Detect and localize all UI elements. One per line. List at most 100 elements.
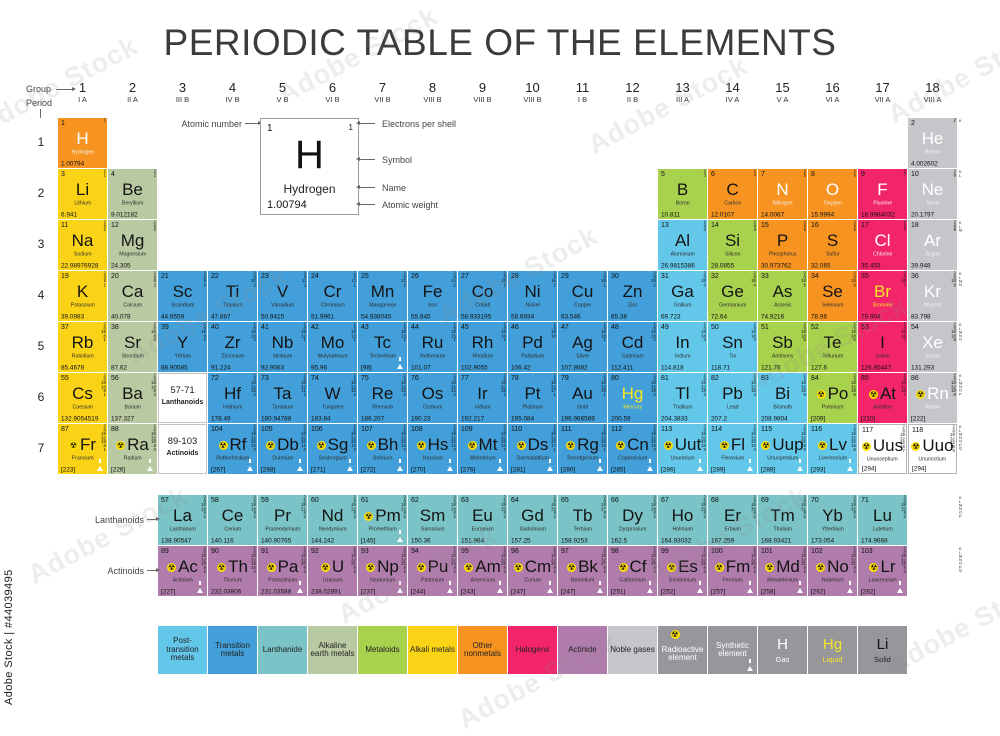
element-name: Praseodymium	[265, 526, 300, 532]
atomic-number: 38	[111, 324, 119, 331]
shell-count: 8	[153, 443, 156, 449]
element-symbol: Y	[176, 333, 189, 352]
electron-shells: 2 8 18 32 18 6	[851, 374, 856, 397]
shell-count: 1	[353, 283, 356, 288]
shell-count: 8	[603, 565, 606, 571]
shell-count: 2	[353, 546, 356, 551]
element-name: Lutetium	[872, 526, 893, 532]
shell-letter: N	[959, 334, 962, 339]
element-se: 34 2 8 18 6 Se Selenium 78.96	[808, 271, 857, 321]
element-ta: 73 2 8 18 32 11 2 Ta Tantalum 180.94788	[258, 373, 307, 423]
atomic-number: 112	[611, 426, 623, 433]
atomic-weight: [294]	[912, 464, 927, 472]
symbol-row: ☢ Th	[208, 557, 257, 577]
element-u: 92 2 8 18 32 21 9 2 ☢ U Uranium 238.02891	[308, 546, 357, 596]
shell-count: 8	[953, 224, 956, 229]
flask-icon	[397, 581, 403, 593]
shell-count: 6	[853, 228, 856, 233]
shell-count: 2	[253, 392, 256, 398]
shell-count: 25	[501, 562, 506, 567]
element-sg: 106 2 8 18 32 32 12 2 ☢ Sg Seaborgium [271]	[308, 424, 357, 474]
element-name: Americium	[470, 577, 495, 583]
atomic-weight: 54.938045	[361, 312, 392, 320]
electron-shells: 2 8 18 32 32 18 1	[601, 425, 606, 452]
shell-count: 2	[653, 271, 656, 276]
symbol-row: S	[808, 231, 857, 251]
shell-count: 8	[603, 550, 606, 555]
shell-count: 2	[753, 495, 756, 500]
element-pu: 94 2 8 18 32 24 8 2 ☢ Pu Plutonium [244]	[408, 546, 457, 596]
shell-count: 18	[801, 554, 806, 559]
symbol-row: Ta	[258, 384, 307, 404]
atomic-weight: 69.723	[661, 312, 681, 320]
element-name: Dubnium	[272, 455, 293, 461]
shell-count: 2	[703, 271, 706, 276]
symbol-row: ☢ Uut	[658, 435, 707, 455]
period-number-4: 4	[37, 288, 45, 302]
shell-count: 8	[753, 565, 756, 571]
atomic-number: 26	[411, 273, 419, 280]
shell-count: 18	[651, 503, 656, 508]
symbol-row: Ga	[658, 282, 707, 302]
atomic-weight: 151.964	[461, 536, 485, 544]
element-symbol: Mg	[120, 231, 145, 250]
atomic-weight: 51.9961	[311, 312, 335, 320]
shell-count: 2	[353, 447, 356, 452]
electron-shells: 2 8 18 25 8 2	[501, 496, 506, 519]
shell-letter: O	[959, 439, 962, 444]
atomic-number: 25	[361, 273, 369, 280]
shell-count: 18	[701, 443, 706, 449]
shell-count: 2	[603, 514, 606, 520]
shell-count: 2	[753, 546, 756, 551]
element-symbol: Sm	[419, 506, 446, 525]
radioactive-icon: ☢	[761, 440, 771, 450]
atomic-number: 41	[261, 324, 269, 331]
symbol-row: La	[158, 506, 207, 526]
symbol-row: V	[258, 282, 307, 302]
electron-shells: 1	[104, 119, 106, 123]
symbol-row: Er	[708, 506, 757, 526]
shell-count: 32	[351, 436, 356, 441]
element-name: Magnesium	[119, 251, 146, 257]
atomic-number: 65	[561, 497, 569, 504]
radioactive-icon: ☢	[816, 562, 826, 572]
electron-shells: 2 8 18 32 15 2	[501, 374, 506, 397]
shell-letter: Q	[959, 568, 962, 573]
symbol-row: Sr	[108, 333, 157, 353]
atomic-number: 58	[211, 497, 219, 504]
shell-count: 28	[651, 562, 656, 567]
shell-count: 17	[551, 389, 556, 394]
shell-count: 2	[952, 425, 955, 430]
group-roman: V A	[776, 95, 789, 104]
symbol-row: ☢ Es	[658, 557, 707, 577]
shell-count: 18	[601, 330, 606, 335]
radioactive-icon: ☢	[217, 562, 227, 572]
shell-count: 18	[751, 334, 756, 339]
legend-label: Post-transition metals	[166, 636, 199, 663]
element-n: 7 2 5 N Nitrogen 14.0067	[758, 169, 807, 219]
shell-count: 1	[103, 338, 106, 343]
flask-icon	[497, 581, 503, 593]
atomic-weight: [223]	[61, 465, 76, 473]
element-name: Selenium	[821, 302, 844, 308]
shell-count: 8	[503, 511, 506, 516]
radioactive-icon: ☢	[513, 562, 523, 572]
shell-letter: P	[959, 392, 962, 397]
element-name: Copper	[573, 302, 592, 308]
atomic-weight: 85.4678	[61, 363, 85, 371]
shell-count: 18	[351, 554, 356, 559]
legend-other-nonmetals: Other nonmetals	[458, 626, 507, 674]
atomic-number: 113	[661, 426, 673, 433]
element-tb: 65 2 8 18 27 8 2 Tb Terbium 158.9253	[558, 495, 607, 545]
flask-icon	[747, 659, 753, 671]
element-name: Krypton	[923, 302, 942, 308]
shell-count: 2	[853, 424, 856, 429]
shell-count: 1	[353, 338, 356, 343]
atomic-weight: 118.71	[711, 363, 731, 371]
atomic-number: 39	[161, 324, 169, 331]
shell-count: 18	[801, 330, 806, 335]
shell-count: 32	[401, 385, 406, 390]
element-symbol: Fm	[725, 557, 751, 576]
